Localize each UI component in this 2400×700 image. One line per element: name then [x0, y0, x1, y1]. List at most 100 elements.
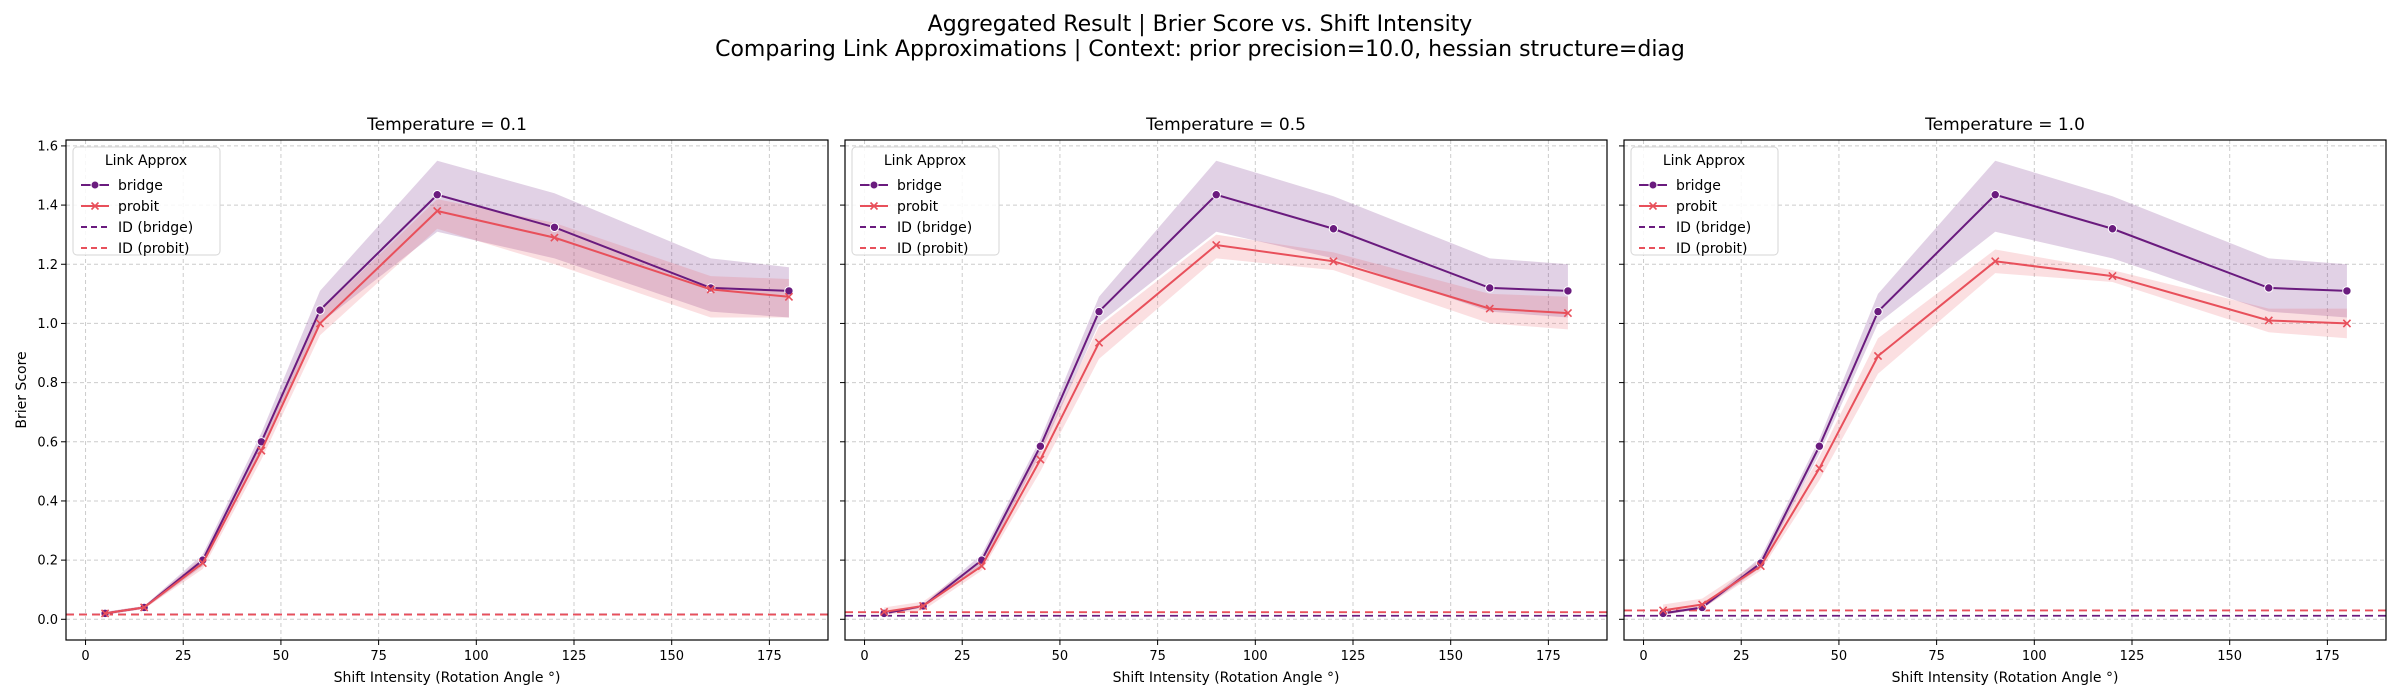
- data-point-bridge: [1658, 608, 1668, 619]
- data-point-probit: [1658, 606, 1668, 615]
- x-tick-label: 75: [1928, 649, 1945, 664]
- x-tick-label: 125: [562, 649, 587, 664]
- legend-marker: [90, 201, 100, 211]
- x-axis-label: Shift Intensity (Rotation Angle °): [1113, 670, 1340, 686]
- data-point-probit: [1756, 561, 1765, 571]
- x-axis-label: Shift Intensity (Rotation Angle °): [334, 670, 561, 686]
- x-tick-label: 100: [464, 649, 489, 664]
- x-tick-label: 50: [1052, 649, 1069, 664]
- data-point-bridge: [1563, 286, 1573, 296]
- data-point-probit: [1873, 351, 1883, 361]
- legend-entry-label: ID (probit): [897, 241, 968, 257]
- data-point-probit: [1212, 240, 1221, 250]
- data-point-bridge: [2264, 283, 2274, 293]
- legend-entry-label: bridge: [897, 178, 942, 194]
- panel-title: Temperature = 0.1: [366, 115, 527, 135]
- data-point-probit: [706, 285, 715, 294]
- x-tick-label: 0: [860, 649, 868, 664]
- y-tick-label: 1.4: [37, 199, 58, 214]
- legend-entry-label: probit: [897, 199, 939, 215]
- data-point-probit: [1036, 455, 1045, 464]
- axes-frame: [65, 139, 829, 641]
- data-point-probit: [139, 603, 149, 612]
- legend-marker: [1648, 180, 1658, 190]
- y-tick-label: 1.2: [37, 258, 58, 273]
- data-point-bridge: [549, 222, 560, 232]
- y-tick-label: 1.0: [37, 317, 58, 332]
- legend-entry-label: ID (bridge): [897, 220, 972, 236]
- figure-title-line-1: Aggregated Result | Brier Score vs. Shif…: [928, 12, 1473, 37]
- data-point-probit: [1815, 464, 1824, 473]
- legend-entry-label: probit: [1676, 199, 1718, 215]
- legend-entry-label: ID (bridge): [1676, 220, 1751, 236]
- data-point-probit: [433, 206, 442, 216]
- axes-frame: [1623, 139, 2387, 641]
- data-point-bridge: [1990, 190, 2000, 200]
- data-point-bridge: [1485, 283, 1495, 293]
- data-point-bridge: [1211, 190, 1221, 200]
- data-point-bridge: [1035, 441, 1046, 451]
- y-tick-label: 0.6: [37, 435, 58, 450]
- axes-frame: [844, 139, 1608, 641]
- data-point-bridge: [2107, 224, 2118, 234]
- panel-title: Temperature = 0.5: [1145, 115, 1306, 135]
- figure-title-line-2: Comparing Link Approximations | Context:…: [715, 37, 1685, 62]
- x-tick-label: 125: [2120, 649, 2145, 664]
- x-tick-label: 75: [370, 649, 387, 664]
- y-tick-label: 0.8: [37, 376, 58, 391]
- data-point-bridge: [2342, 286, 2352, 296]
- legend: Link Approx bridge probit ID (bridge) ID (pr…: [72, 146, 221, 257]
- legend-marker: [1648, 201, 1658, 211]
- data-point-bridge: [784, 286, 794, 296]
- x-tick-label: 25: [1733, 649, 1750, 664]
- legend: Link Approx bridge probit ID (bridge) ID (pr…: [1630, 146, 1779, 257]
- legend-title: Link Approx: [1663, 153, 1745, 169]
- x-tick-label: 0: [1639, 649, 1647, 664]
- y-tick-label: 0.0: [37, 613, 58, 628]
- confidence-band-bridge: [1663, 160, 2347, 615]
- confidence-band-bridge: [884, 160, 1568, 615]
- legend-marker: [90, 180, 100, 190]
- data-point-bridge: [1094, 306, 1104, 317]
- x-axis-label: Shift Intensity (Rotation Angle °): [1892, 670, 2119, 686]
- x-tick-label: 150: [659, 649, 684, 664]
- data-point-bridge: [432, 190, 442, 200]
- data-point-probit: [315, 319, 325, 328]
- data-point-probit: [1697, 600, 1707, 609]
- legend-entry-label: probit: [118, 199, 160, 215]
- data-point-probit: [198, 558, 207, 568]
- data-point-probit: [1329, 257, 1338, 266]
- data-point-probit: [918, 601, 928, 611]
- data-point-probit: [977, 561, 986, 571]
- y-tick-label: 1.6: [37, 139, 58, 154]
- data-point-probit: [257, 446, 266, 455]
- legend-title: Link Approx: [884, 153, 966, 169]
- x-tick-label: 150: [2217, 649, 2242, 664]
- chart-panel-1: 0 25 50 75 100 125 150 175 0.0 0.2 0.4 0.6 0.8 1.0 1.2…: [14, 115, 829, 686]
- data-point-probit: [1094, 338, 1104, 347]
- confidence-band-bridge: [105, 160, 789, 615]
- data-point-bridge: [1328, 224, 1339, 234]
- chart-panel-2: 0 25 50 75 100 125 150 175 Temperature = 0.5 Shif…: [840, 115, 1608, 686]
- data-point-probit: [100, 609, 110, 618]
- data-point-probit: [550, 233, 559, 242]
- data-point-bridge: [315, 305, 325, 315]
- x-tick-label: 100: [1243, 649, 1268, 664]
- legend-entry-label: ID (probit): [1676, 241, 1747, 257]
- data-point-probit: [879, 607, 889, 617]
- legend-entry-label: ID (probit): [118, 241, 189, 257]
- legend-marker: [869, 201, 879, 211]
- x-tick-label: 175: [2315, 649, 2340, 664]
- x-tick-label: 50: [273, 649, 290, 664]
- y-axis-label: Brier Score: [14, 351, 30, 428]
- legend-box: [72, 146, 221, 256]
- data-point-bridge: [1873, 306, 1883, 317]
- x-tick-label: 175: [1536, 649, 1561, 664]
- legend-entry-label: bridge: [118, 178, 163, 194]
- y-tick-label: 0.2: [37, 554, 58, 569]
- x-tick-label: 0: [81, 649, 89, 664]
- x-tick-label: 25: [954, 649, 971, 664]
- data-point-bridge: [1814, 441, 1825, 451]
- chart-panel-3: 0 25 50 75 100 125 150 175 Temperature = 1.0 Shif…: [1619, 115, 2387, 686]
